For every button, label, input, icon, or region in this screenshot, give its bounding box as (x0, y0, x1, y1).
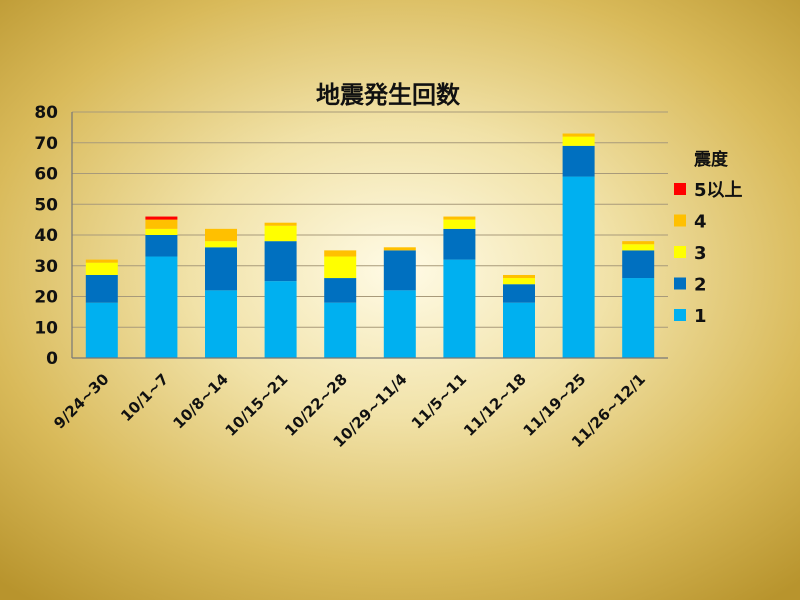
bar-segment-1 (503, 302, 535, 358)
bar-segment-4 (503, 274, 535, 279)
y-axis-ticks: 0 10 20 30 40 50 60 70 80 (34, 103, 58, 369)
legend-label-3: 3 (694, 243, 707, 264)
bar-segment-2 (503, 284, 535, 303)
bar-segment-3 (622, 244, 655, 251)
bar-segment-2 (85, 274, 118, 303)
x-tick-label: 10/1~7 (117, 370, 172, 425)
legend-swatch-5以上 (674, 183, 686, 195)
bar-segment-2 (443, 228, 476, 260)
x-tick-label: 10/8~14 (169, 370, 231, 432)
y-tick-label: 80 (34, 103, 58, 123)
bar-segment-5以上 (145, 216, 178, 220)
bar-segment-4 (324, 250, 357, 257)
chart-title: 地震発生回数 (316, 81, 461, 109)
bar-segment-3 (562, 136, 595, 146)
bars (85, 133, 655, 358)
bar-segment-3 (205, 241, 237, 248)
legend-title: 震度 (693, 149, 729, 170)
y-tick-label: 30 (34, 257, 58, 277)
bar-segment-2 (145, 235, 178, 257)
bar-segment-1 (85, 302, 118, 358)
y-tick-label: 60 (34, 165, 58, 185)
bar-segment-1 (205, 290, 237, 358)
y-tick-label: 0 (46, 349, 58, 369)
legend-label-5以上: 5以上 (694, 180, 743, 201)
bar-segment-2 (562, 145, 595, 177)
bar-segment-4 (443, 216, 476, 220)
bar-segment-1 (562, 176, 595, 358)
bar-segment-4 (562, 133, 595, 137)
bar-segment-1 (145, 256, 178, 358)
bar-segment-2 (264, 241, 297, 282)
x-tick-label: 11/12~18 (460, 370, 530, 440)
bar-segment-2 (324, 278, 357, 303)
y-tick-label: 10 (34, 318, 58, 338)
bar-segment-1 (264, 281, 297, 358)
legend-swatch-3 (674, 246, 686, 258)
bar-segment-1 (443, 259, 476, 358)
bar-segment-1 (622, 278, 655, 358)
bar-segment-4 (264, 222, 297, 226)
x-tick-label: 9/24~30 (50, 370, 112, 432)
axes (71, 112, 668, 359)
legend-label-1: 1 (694, 306, 707, 327)
bar-segment-4 (383, 247, 416, 251)
bar-segment-3 (443, 219, 476, 229)
y-tick-label: 50 (34, 195, 58, 215)
legend-swatch-4 (674, 214, 686, 227)
x-tick-label: 11/5~11 (408, 370, 470, 432)
bar-segment-3 (145, 228, 178, 235)
legend-label-4: 4 (694, 212, 707, 233)
bar-segment-1 (383, 290, 416, 358)
y-tick-label: 40 (34, 226, 58, 246)
legend: 震度 5以上 4 3 2 1 (674, 149, 743, 327)
y-tick-label: 20 (34, 288, 58, 308)
bar-segment-4 (85, 259, 118, 263)
x-axis-ticks: 9/24~30 10/1~710/8~1410/15~2110/22~2810/2… (50, 370, 649, 451)
legend-swatch-2 (674, 277, 686, 290)
bar-segment-3 (85, 262, 118, 275)
x-tick-label: 10/15~21 (222, 370, 292, 440)
y-tick-label: 70 (34, 134, 58, 154)
legend-label-2: 2 (694, 275, 707, 296)
bar-segment-4 (145, 219, 178, 229)
bar-segment-4 (622, 241, 655, 245)
legend-swatch-1 (674, 309, 686, 321)
bar-segment-4 (205, 228, 237, 242)
bar-segment-2 (383, 250, 416, 291)
bar-segment-2 (205, 247, 237, 291)
bar-segment-1 (324, 302, 357, 358)
bar-segment-3 (503, 278, 535, 285)
bar-segment-3 (264, 225, 297, 242)
bar-segment-3 (324, 256, 357, 279)
bar-segment-2 (622, 250, 655, 279)
